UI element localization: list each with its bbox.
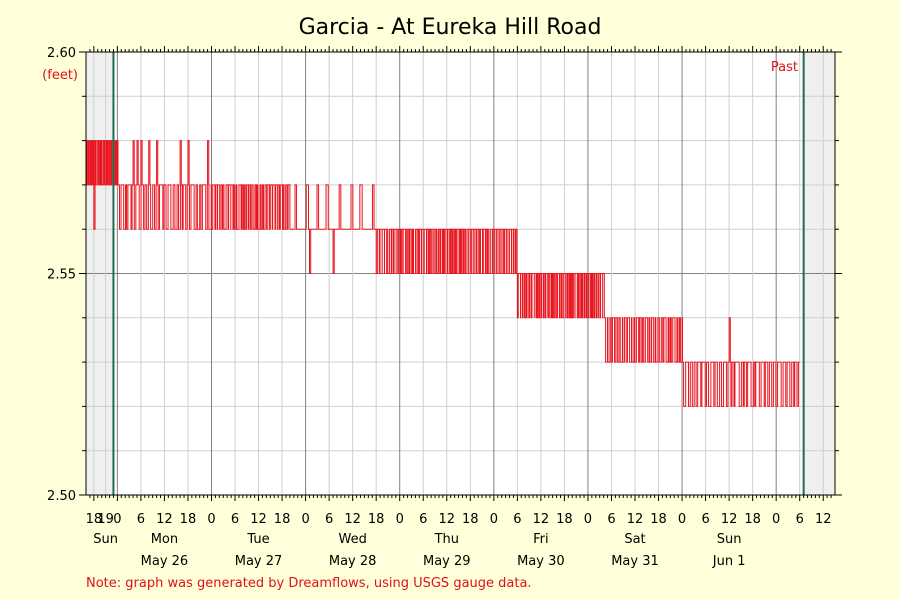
x-tick-label: 12 (533, 512, 550, 527)
x-tick-label: 18 (556, 512, 573, 527)
x-tick-label: 6 (325, 512, 333, 527)
chart-title: Garcia - At Eureka Hill Road (299, 15, 602, 40)
day-label: Mon (151, 532, 178, 547)
x-tick-label: 6 (796, 512, 804, 527)
x-tick-label: 18 (650, 512, 667, 527)
day-label: Sun (93, 532, 118, 547)
x-tick-label: 19 (97, 512, 114, 527)
y-tick-label: 2.60 (47, 46, 76, 61)
x-tick-label: 12 (439, 512, 456, 527)
x-tick-label: 18 (274, 512, 291, 527)
day-label: Fri (533, 532, 549, 547)
date-label: May 28 (329, 554, 377, 569)
x-tick-label: 18 (744, 512, 761, 527)
x-tick-label: 12 (156, 512, 173, 527)
x-tick-label: 12 (250, 512, 267, 527)
date-label: May 29 (423, 554, 471, 569)
x-tick-label: 6 (513, 512, 521, 527)
y-axis-unit: (feet) (42, 68, 78, 83)
y-tick-label: 2.50 (47, 489, 76, 504)
day-label: Thu (434, 532, 459, 547)
day-label: Wed (338, 532, 366, 547)
x-tick-label: 0 (113, 512, 121, 527)
stage-series-line (86, 140, 800, 407)
x-tick-label: 12 (815, 512, 832, 527)
x-tick-label: 6 (231, 512, 239, 527)
day-label: Sat (624, 532, 645, 547)
x-tick-label: 12 (627, 512, 644, 527)
x-tick-label: 18 (462, 512, 479, 527)
x-tick-label: 18 (368, 512, 385, 527)
footer-note: Note: graph was generated by Dreamflows,… (86, 576, 532, 591)
x-tick-label: 0 (301, 512, 309, 527)
x-tick-label: 0 (772, 512, 780, 527)
x-tick-label: 18 (180, 512, 197, 527)
x-tick-label: 6 (137, 512, 145, 527)
y-tick-label: 2.55 (47, 268, 76, 283)
x-tick-label: 18 (86, 512, 103, 527)
x-tick-label: 0 (396, 512, 404, 527)
x-tick-label: 6 (607, 512, 615, 527)
date-label: May 30 (517, 554, 565, 569)
x-tick-label: 12 (344, 512, 361, 527)
x-tick-label: 0 (678, 512, 686, 527)
day-label: Tue (246, 532, 269, 547)
x-tick-label: 6 (701, 512, 709, 527)
day-label: Sun (717, 532, 742, 547)
x-tick-label: 0 (490, 512, 498, 527)
x-tick-label: 0 (207, 512, 215, 527)
date-label: Jun 1 (712, 554, 746, 569)
past-label: Past (771, 60, 798, 75)
x-tick-label: 0 (584, 512, 592, 527)
date-label: May 27 (235, 554, 283, 569)
date-label: May 31 (611, 554, 659, 569)
x-tick-label: 6 (419, 512, 427, 527)
date-label: May 26 (141, 554, 189, 569)
x-tick-label: 12 (721, 512, 738, 527)
plot-border (85, 51, 836, 496)
